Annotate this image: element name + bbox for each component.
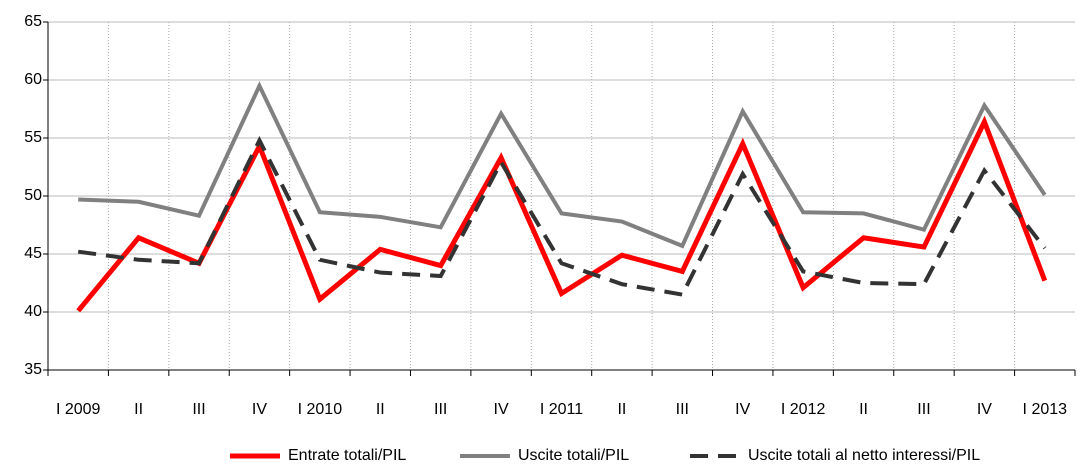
legend-label: Uscite totali/PIL <box>518 447 629 464</box>
x-tick-label: I 2010 <box>298 401 343 418</box>
x-tick-label: IV <box>735 401 750 418</box>
x-tick-label: IV <box>252 401 267 418</box>
y-tick-label: 60 <box>24 71 42 88</box>
x-tick-label: IV <box>977 401 992 418</box>
legend-label: Uscite totali al netto interessi/PIL <box>748 447 980 464</box>
y-tick-label: 45 <box>24 245 42 262</box>
series-line <box>78 81 1047 249</box>
x-tick-label: III <box>917 401 930 418</box>
y-tick-label: 40 <box>24 303 42 320</box>
x-tick-label: I 2013 <box>1023 401 1068 418</box>
x-tick-label: III <box>434 401 447 418</box>
y-tick-label: 50 <box>24 187 42 204</box>
series-line <box>77 135 1047 297</box>
y-tick-label: 65 <box>24 13 42 30</box>
x-tick-label: II <box>376 401 385 418</box>
x-tick-label: III <box>192 401 205 418</box>
x-tick-label: I 2012 <box>781 401 826 418</box>
x-tick-label: II <box>617 401 626 418</box>
legend-label: Entrate totali/PIL <box>288 447 406 464</box>
x-tick-label: I 2009 <box>56 401 101 418</box>
y-tick-label: 55 <box>24 129 42 146</box>
x-tick-label: II <box>859 401 868 418</box>
x-tick-label: IV <box>494 401 509 418</box>
x-tick-label: III <box>676 401 689 418</box>
y-tick-label: 35 <box>24 361 42 378</box>
x-tick-label: I 2011 <box>540 401 583 418</box>
x-tick-label: II <box>134 401 143 418</box>
